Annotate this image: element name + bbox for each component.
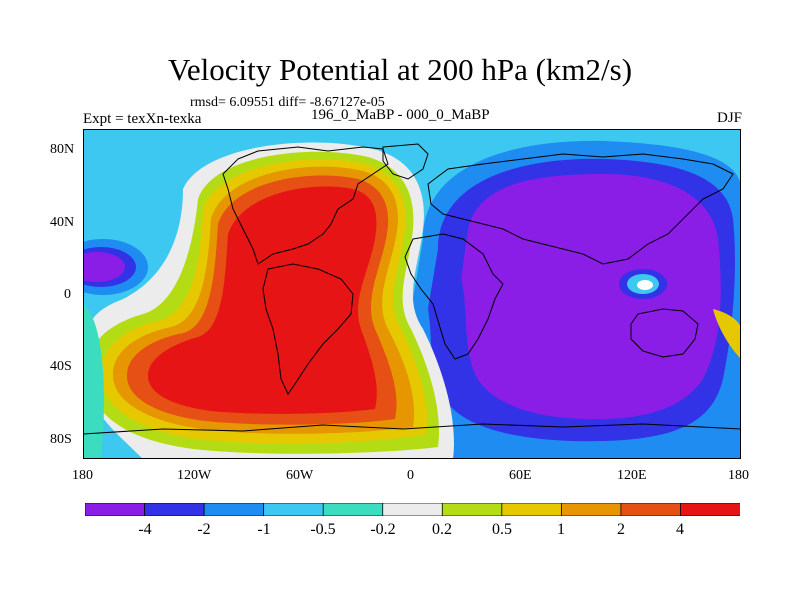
season-label: DJF — [716, 110, 742, 126]
colorbar-swatch — [144, 503, 205, 516]
positive-anomaly-region — [83, 142, 741, 459]
colorbar-label: -2 — [197, 521, 211, 538]
lat-tick-label: 40N — [50, 215, 75, 230]
map-frame — [83, 129, 741, 459]
lat-tick-label: 0 — [64, 287, 71, 302]
plot-title: Velocity Potential at 200 hPa (km2/s) — [167, 52, 633, 87]
colorbar-label: 2 — [617, 521, 625, 538]
lon-tick-label: 120E — [617, 468, 647, 483]
lat-tick-label: 40S — [50, 359, 72, 374]
experiment-label: Expt = texXn-texka — [83, 111, 202, 127]
south-america-outline — [262, 263, 354, 395]
velocity-potential-map — [83, 129, 741, 459]
colorbar-label: 1 — [557, 521, 565, 538]
negative-anomaly-region — [83, 140, 741, 459]
stats-label: rmsd= 6.09551 diff= -8.67127e-05 — [190, 95, 385, 110]
lon-tick-label: 0 — [407, 468, 414, 483]
colorbar-swatch — [203, 503, 265, 516]
lat-tick-label: 80S — [50, 432, 72, 447]
colorbar-label: 0.5 — [492, 521, 512, 538]
lat-tick-label: 80N — [50, 142, 75, 157]
colorbar-swatch — [680, 503, 740, 516]
continent-outlines — [83, 143, 741, 435]
antarctica-outline — [83, 423, 741, 435]
lon-tick-label: 120W — [177, 468, 212, 483]
greenland-outline — [382, 143, 429, 180]
colorbar-label: -0.5 — [310, 521, 336, 538]
lon-tick-label: 180 — [728, 468, 749, 483]
australia-outline — [630, 308, 699, 358]
difference-label: 196_0_MaBP - 000_0_MaBP — [311, 107, 490, 123]
colorbar-swatch — [85, 503, 146, 516]
colorbar-swatch — [263, 503, 325, 516]
colorbar — [85, 503, 740, 516]
colorbar-swatch — [322, 503, 384, 516]
north-america-outline — [222, 146, 389, 265]
lon-tick-label: 60E — [509, 468, 532, 483]
colorbar-swatch — [620, 503, 682, 516]
filled-contours — [83, 129, 741, 459]
colorbar-label: 4 — [676, 521, 684, 538]
colorbar-swatch — [560, 503, 622, 516]
colorbar-label: 0.2 — [432, 521, 452, 538]
lon-tick-label: 60W — [286, 468, 314, 483]
colorbar-label: -1 — [257, 521, 271, 538]
africa-outline — [404, 233, 504, 360]
eurasia-outline — [427, 153, 734, 265]
colorbar-label: -4 — [138, 521, 152, 538]
colorbar-swatch — [382, 503, 444, 516]
colorbar-swatch — [441, 503, 503, 516]
colorbar-swatch — [501, 503, 563, 516]
lon-tick-label: 180 — [72, 468, 93, 483]
colorbar-label: -0.2 — [370, 521, 396, 538]
